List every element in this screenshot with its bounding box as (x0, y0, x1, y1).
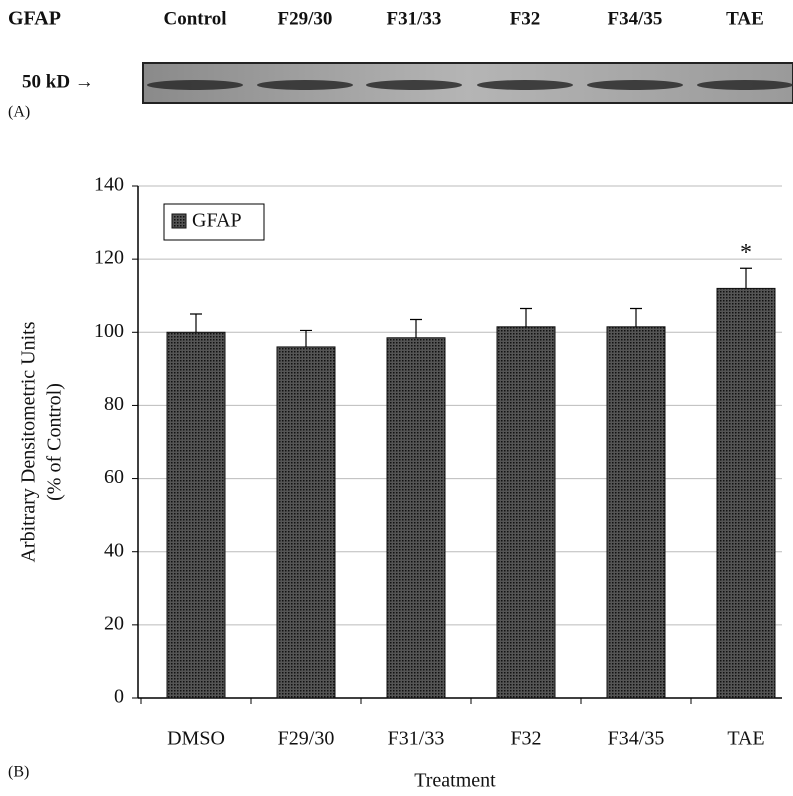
bar (497, 327, 555, 698)
y-axis-label: Arbitrary Densitometric Units (18, 321, 40, 562)
lane-label: F34/35 (608, 8, 663, 29)
x-tick-label: F32 (510, 728, 541, 750)
x-tick-label: F31/33 (388, 728, 445, 750)
legend-label: GFAP (192, 210, 242, 232)
blot-band (697, 80, 793, 90)
error-bar (520, 309, 532, 327)
error-bar (190, 314, 202, 332)
y-tick-label: 40 (104, 539, 124, 561)
bar (167, 332, 225, 698)
lane-label: F32 (510, 8, 541, 29)
y-tick-label: 0 (114, 686, 124, 708)
annotation: * (740, 240, 752, 266)
lane-label: Control (164, 8, 227, 29)
legend-swatch (172, 214, 186, 228)
panel-label: (A) (8, 104, 30, 121)
bar (387, 338, 445, 698)
x-tick-label: TAE (727, 728, 764, 750)
blot-band (587, 80, 683, 90)
blot-band (477, 80, 573, 90)
x-tick-label: DMSO (167, 728, 225, 750)
blot-band (147, 80, 243, 90)
error-bar (410, 319, 422, 337)
y-tick-label: 60 (104, 466, 124, 488)
bar (277, 347, 335, 698)
bar (717, 288, 775, 698)
blot-image (143, 63, 793, 103)
bar (607, 327, 665, 698)
y-tick-label: 120 (94, 247, 124, 269)
blot-band (366, 80, 462, 90)
lane-label: F31/33 (387, 8, 442, 29)
y-tick-label: 100 (94, 320, 124, 342)
marker-label: 50 kD → (22, 71, 94, 92)
y-tick-label: 80 (104, 393, 124, 415)
x-axis-label: Treatment (414, 770, 496, 792)
lane-label: TAE (726, 8, 764, 29)
x-tick-label: F34/35 (608, 728, 665, 750)
y-axis-label: (% of Control) (44, 383, 66, 501)
figure: GFAP 50 kD → (A) (B) Treatment Arbitrary… (0, 0, 793, 796)
y-tick-label: 140 (94, 174, 124, 196)
error-bar (630, 309, 642, 327)
x-tick-label: F29/30 (278, 728, 335, 750)
error-bar (300, 330, 312, 346)
lane-label: F29/30 (278, 8, 333, 29)
blot-label: GFAP (8, 8, 61, 30)
error-bar (740, 268, 752, 288)
blot-band (257, 80, 353, 90)
y-tick-label: 20 (104, 612, 124, 634)
panel-label: (B) (8, 764, 29, 781)
